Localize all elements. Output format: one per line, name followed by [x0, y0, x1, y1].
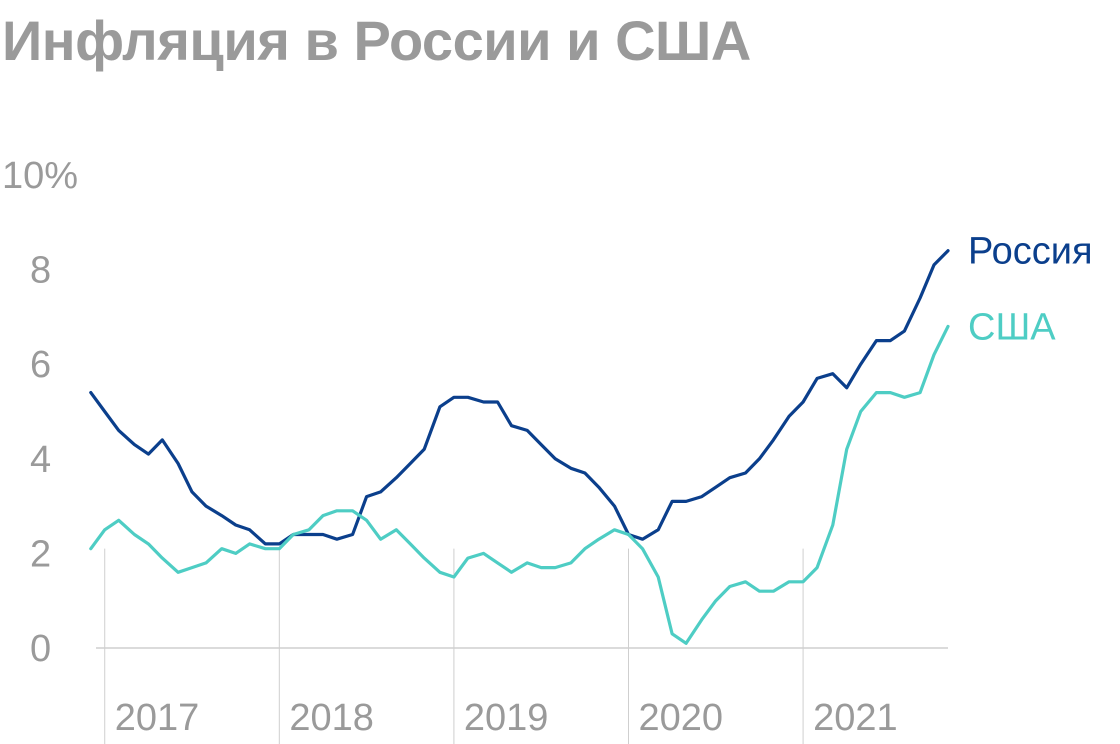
series-line-usa	[89, 324, 950, 645]
y-tick-label: 8	[30, 250, 51, 292]
x-tick-label: 2019	[464, 697, 549, 739]
y-tick-label: 4	[30, 439, 51, 481]
x-axis-ticks: 2017 2018 2019 2020 2021	[115, 697, 898, 739]
series-lines	[89, 249, 950, 645]
legend: Россия США	[968, 231, 1093, 349]
chart-title: Инфляция в России и США	[2, 9, 751, 72]
grid-lines	[104, 548, 804, 744]
x-tick-label: 2020	[639, 697, 724, 739]
x-tick-label: 2018	[289, 697, 374, 739]
y-axis-ticks: 10% 8 6 4 2 0	[2, 155, 78, 670]
legend-label-usa: США	[968, 306, 1056, 348]
y-tick-label: 6	[30, 344, 51, 386]
y-tick-label: 10%	[2, 155, 78, 197]
series-line-russia	[89, 249, 950, 546]
y-tick-label: 0	[30, 628, 51, 670]
legend-label-russia: Россия	[968, 231, 1093, 273]
x-tick-label: 2021	[813, 697, 898, 739]
y-tick-label: 2	[30, 533, 51, 575]
x-tick-label: 2017	[115, 697, 200, 739]
